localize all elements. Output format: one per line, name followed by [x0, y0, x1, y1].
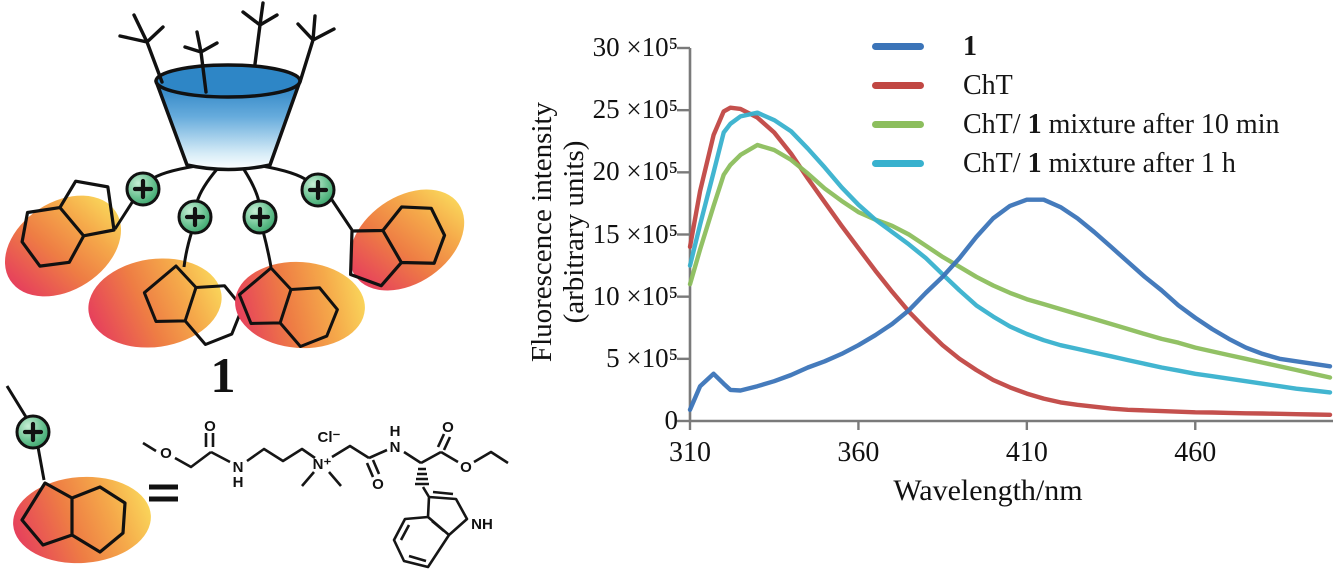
- y-tick-label: 10 ×10⁵: [592, 280, 678, 311]
- x-tick-label: 460: [1174, 437, 1217, 468]
- y-tick-label: 0: [664, 405, 679, 435]
- atom-nh-indole: NH: [471, 516, 493, 533]
- chemical-structure: O O N H Cl⁻ N⁺ O H N O O NH: [142, 418, 509, 569]
- atom-chloride: Cl⁻: [318, 429, 341, 446]
- atom-h-amide2: H: [390, 423, 401, 440]
- host-cup: [154, 63, 302, 172]
- atom-n-quat: N⁺: [313, 456, 332, 473]
- x-tick-label: 360: [837, 437, 880, 468]
- atom-h-amide: H: [233, 474, 244, 491]
- compound-1-label: 1: [211, 347, 236, 403]
- legend-swatch-1h: [872, 160, 924, 167]
- bond-lines: [142, 433, 509, 569]
- y-tick-label: 30 ×10⁵: [592, 32, 678, 62]
- legend-swatch-10min: [872, 121, 924, 128]
- antenna-arms: [118, 1, 336, 94]
- atom-o-carbonyl2: O: [372, 476, 384, 493]
- atom-o-ester: O: [460, 459, 472, 476]
- legend-swatch-1: [872, 43, 924, 50]
- plot-axes: [677, 46, 1333, 430]
- curve-cht-1-mixture-after-1-h: [687, 110, 1333, 395]
- plot-curves: [687, 105, 1333, 417]
- y-tick-label: 25 ×10⁵: [592, 94, 678, 125]
- indole-blob-left: [4, 160, 134, 297]
- key-motif: [5, 385, 151, 564]
- indole-blob-right: [330, 189, 465, 304]
- legend-item-cht: ChT: [872, 66, 1280, 105]
- y-tick-label: 5 ×10⁵: [606, 342, 678, 373]
- atom-n-amide2: N: [390, 439, 401, 456]
- equals-sign: [149, 484, 178, 502]
- indole-blob-mid-right: [228, 259, 365, 356]
- chart-legend: 1 ChT ChT/ 1 mixture after 10 min ChT/ 1…: [872, 27, 1280, 183]
- legend-item-mixture-1h: ChT/ 1 mixture after 1 h: [872, 144, 1280, 183]
- compound-1-schematic: 1 O O N H Cl⁻ N⁺ O H N O O NH: [4, 1, 509, 569]
- curve-cht: [687, 105, 1333, 417]
- y-tick-label: 15 ×10⁵: [592, 218, 678, 249]
- curve-cht-1-mixture-after-10-min: [687, 142, 1333, 380]
- atom-n-amide: N: [233, 459, 244, 476]
- atom-o-ether: O: [160, 445, 172, 462]
- curve-1: [687, 197, 1333, 412]
- x-tick-label: 410: [1005, 437, 1048, 468]
- y-tick-label: 20 ×10⁵: [592, 156, 678, 187]
- legend-item-mixture-10min: ChT/ 1 mixture after 10 min: [872, 105, 1280, 144]
- indole-blob-mid-left: [88, 257, 250, 354]
- atom-o-carbonyl: O: [204, 418, 216, 435]
- x-axis-title: Wavelength/nm: [893, 474, 1083, 507]
- legend-item-1: 1: [872, 27, 1280, 66]
- atom-o-ester-carbonyl: O: [442, 419, 454, 436]
- x-tick-label: 310: [669, 437, 711, 468]
- legend-swatch-cht: [872, 82, 924, 89]
